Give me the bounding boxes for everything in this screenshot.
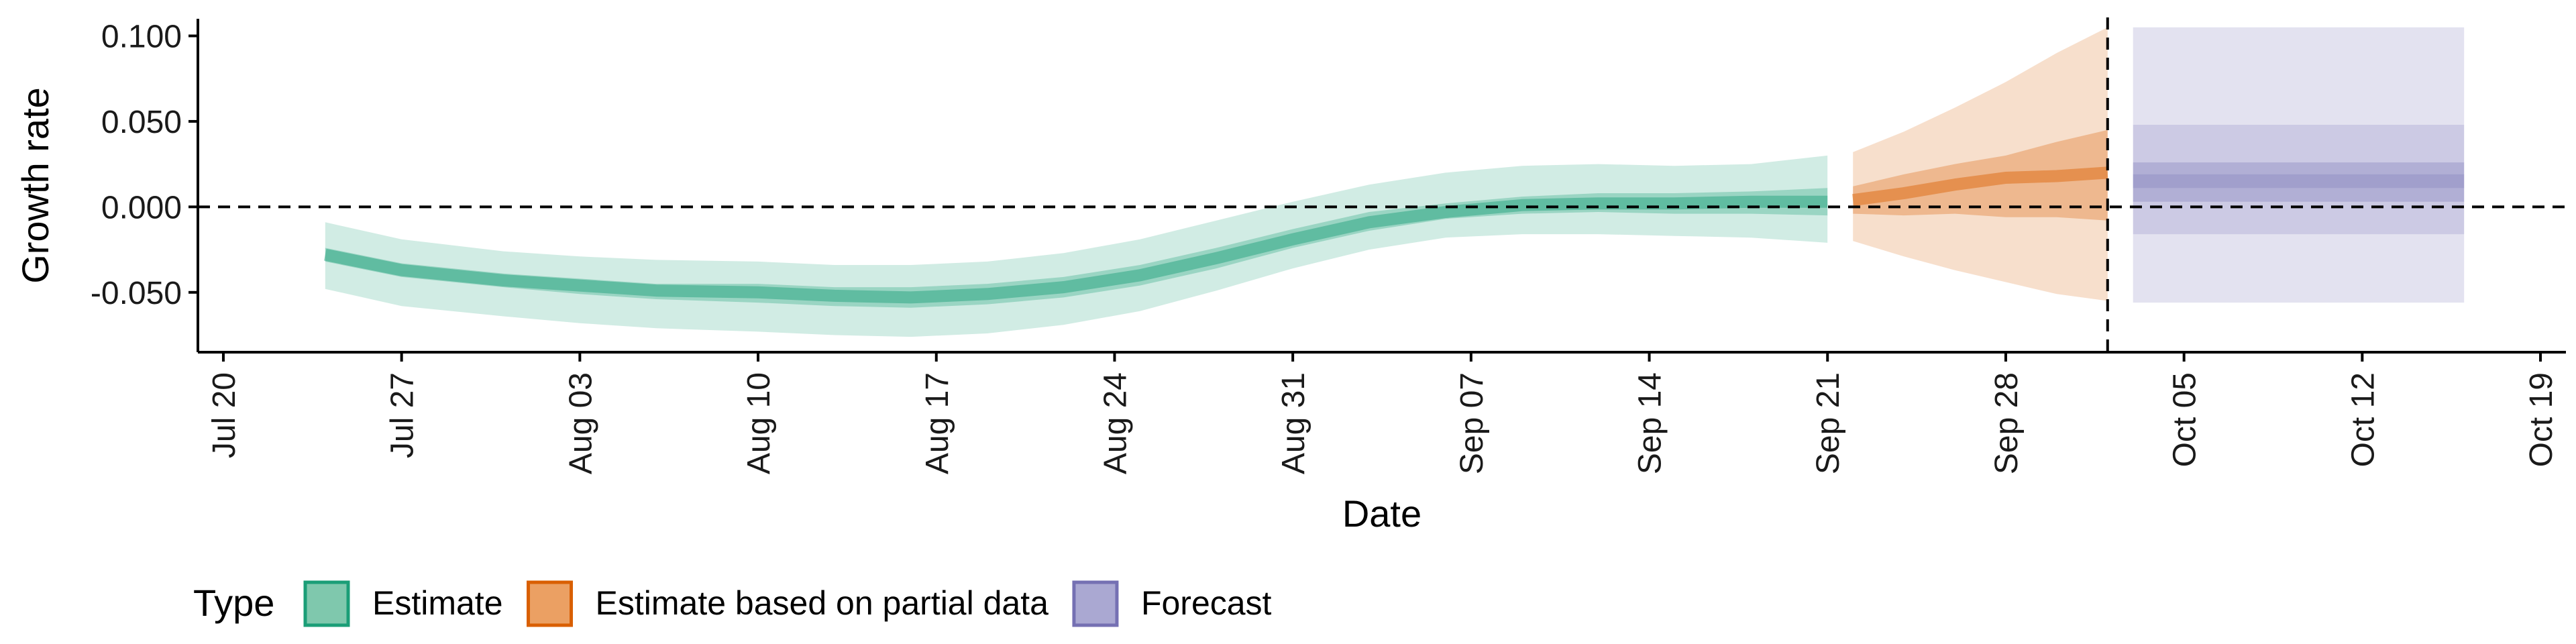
y-tick-label: -0.050 xyxy=(91,276,182,311)
y-axis-title: Growth rate xyxy=(14,87,56,284)
estimate-median-line xyxy=(324,195,1828,304)
forecast-band-50 xyxy=(2133,162,2465,202)
x-tick-label: Aug 31 xyxy=(1276,372,1311,474)
x-tick-label: Sep 28 xyxy=(1989,372,2025,474)
x-tick-label: Aug 10 xyxy=(741,372,777,474)
uncertainty-bands xyxy=(325,27,2465,337)
forecast-band-95 xyxy=(2133,27,2465,303)
legend-label-forecast: Forecast xyxy=(1141,584,1272,622)
x-tick-label: Sep 14 xyxy=(1633,372,1668,474)
x-tick-label: Oct 05 xyxy=(2167,372,2203,467)
y-tick-label: 0.000 xyxy=(101,190,182,225)
reference-lines xyxy=(198,17,2566,352)
x-tick-label: Oct 12 xyxy=(2345,372,2381,467)
estimate-based-on-partial-data-median-line xyxy=(1852,166,2108,207)
estimate-band-50 xyxy=(325,188,1828,308)
legend-key-estimate xyxy=(303,580,350,627)
legend-label-estimate-based-on-partial-data: Estimate based on partial data xyxy=(596,584,1049,622)
legend-label-estimate: Estimate xyxy=(372,584,503,622)
x-tick-label: Sep 21 xyxy=(1811,372,1846,474)
legend-key-estimate-based-on-partial-data xyxy=(527,580,574,627)
x-tick-label: Jul 27 xyxy=(385,372,421,458)
forecast-median-band xyxy=(2133,174,2465,189)
estimate-based-on-partial-data-band-90 xyxy=(1853,27,2108,301)
x-tick-label: Aug 24 xyxy=(1098,372,1134,474)
axes: 0.100 0.050 0.000 -0.050 Jul 20 Jul 27 Aug 03 A… xyxy=(91,19,2566,474)
legend: Type Estimate Estimate based on partial d… xyxy=(193,580,1272,627)
legend-key-forecast xyxy=(1072,580,1119,627)
x-tick-label: Oct 19 xyxy=(2524,372,2559,467)
median-lines xyxy=(324,166,2465,304)
x-tick-label: Aug 03 xyxy=(563,372,598,474)
estimate-based-on-partial-data-band-50 xyxy=(1853,129,2108,221)
x-tick-label: Jul 20 xyxy=(207,372,242,458)
x-axis-title: Date xyxy=(1342,492,1421,535)
y-tick-label: 0.050 xyxy=(101,105,182,140)
x-tick-label: Sep 07 xyxy=(1454,372,1490,474)
legend-title: Type xyxy=(193,582,274,624)
y-tick-label: 0.100 xyxy=(101,19,182,54)
estimate-band-90 xyxy=(325,155,1828,337)
x-tick-label: Aug 17 xyxy=(920,372,955,474)
